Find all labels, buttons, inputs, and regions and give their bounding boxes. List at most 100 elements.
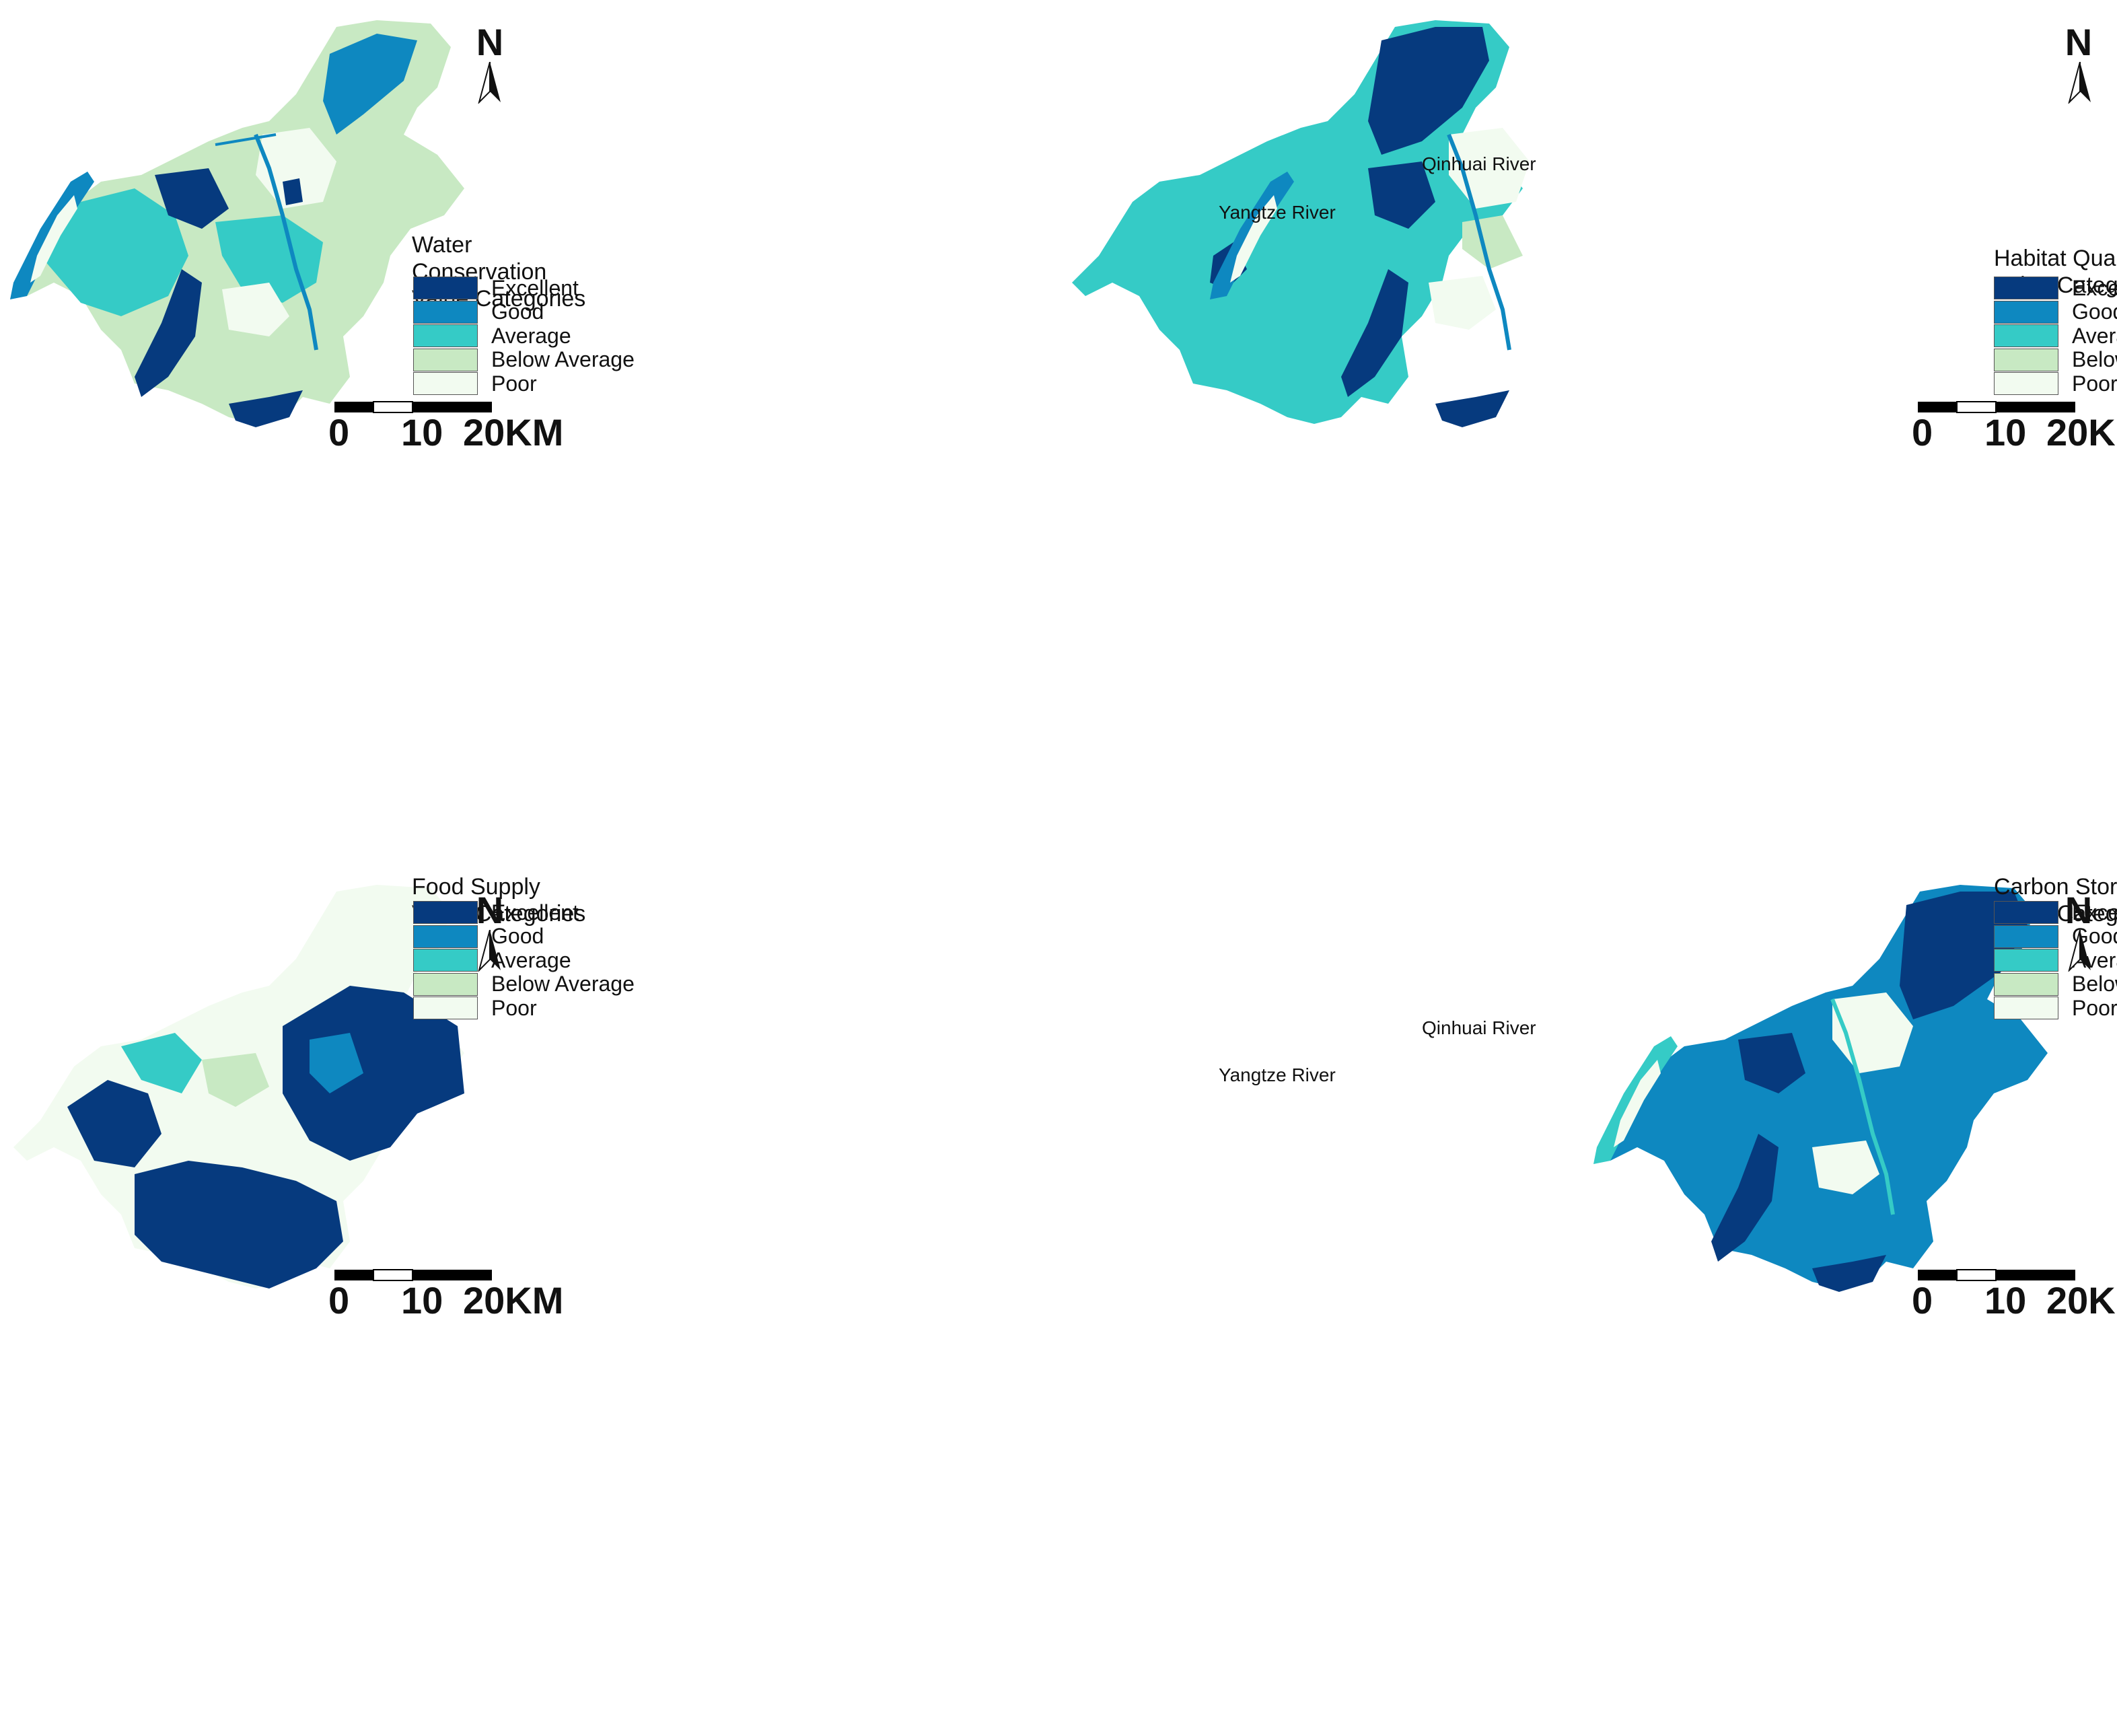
- scale-bar: [1918, 1269, 2075, 1281]
- scale-bar: [334, 1269, 492, 1281]
- qinhuai-river: [1447, 133, 1511, 351]
- legend-item-below-average: Below Average: [413, 347, 635, 372]
- region-poor-south: [1429, 276, 1496, 330]
- north-arrow-icon: [478, 62, 501, 104]
- region-excellent-southwest: [135, 269, 202, 397]
- legend-label: Average: [2072, 323, 2117, 348]
- legend-swatch-below-average: [413, 972, 478, 996]
- scale-label-0: 0: [1912, 411, 1933, 454]
- north-arrow-icon: [2068, 62, 2091, 104]
- legend-swatch-good: [413, 300, 478, 324]
- region-excellent-south: [135, 1161, 343, 1289]
- scale-label-10: 10: [401, 1279, 443, 1322]
- legend-label: Good: [491, 299, 544, 324]
- north-arrow-icon: [478, 930, 501, 972]
- legend-swatch-excellent: [1994, 277, 2058, 299]
- legend-item-good: Good: [1994, 299, 2117, 324]
- legend-swatch-below-average: [1994, 972, 2058, 996]
- map-habitat-quality: [1072, 20, 1530, 427]
- yangtze-island: [30, 195, 77, 283]
- legend-swatch-average: [413, 949, 478, 972]
- region-poor-south: [1812, 1141, 1879, 1194]
- region-excellent-northeast: [1368, 27, 1489, 155]
- legend-item-poor: Poor: [1994, 371, 2117, 396]
- region-below-average: [1462, 215, 1523, 269]
- legend-item-good: Good: [413, 924, 544, 949]
- legend-label: Excellent: [491, 900, 579, 925]
- scale-label-10: 10: [401, 411, 443, 454]
- legend-item-good: Good: [1994, 924, 2117, 949]
- scale-label-10: 10: [1984, 411, 2027, 454]
- yangtze-island: [1614, 1060, 1661, 1147]
- legend-swatch-excellent: [413, 901, 478, 924]
- panel-water-conservation: Water Conservation Value Categories Exce…: [0, 0, 1058, 868]
- legend-item-excellent: Excellent: [1994, 900, 2117, 925]
- yangtze-island: [1230, 195, 1277, 283]
- legend-swatch-average: [1994, 324, 2058, 347]
- legend-label: Below Average: [2072, 347, 2117, 371]
- qinhuai-river: [1830, 998, 1895, 1215]
- legend-label: Poor: [491, 995, 537, 1020]
- map-carbon-storage: [1593, 885, 2048, 1292]
- river-label-yangtze: Yangtze River: [1219, 202, 1336, 223]
- region-average-west: [40, 188, 188, 316]
- legend-label: Average: [491, 947, 571, 972]
- region-excellent-southwest: [1341, 269, 1408, 397]
- scale-bar: [334, 401, 492, 413]
- region-excellent-south: [1812, 1255, 1886, 1292]
- legend-swatch-excellent: [1994, 901, 2058, 924]
- panel-carbon-storage: Qinhuai River Yangtze River Carbon Stora…: [1058, 868, 2117, 1736]
- map-water-conservation: [10, 20, 464, 427]
- region-good-northeast: [323, 34, 417, 135]
- legend-item-excellent: Excellent: [413, 900, 579, 925]
- river-label-qinhuai: Qinhuai River: [1422, 153, 1536, 174]
- legend-item-average: Average: [413, 324, 571, 348]
- north-arrow-label: N: [2065, 889, 2093, 931]
- scale-label-0: 0: [1912, 1279, 1933, 1322]
- qinhuai-river: [254, 133, 318, 351]
- legend-title: Carbon Storage Value Categories: [1994, 874, 2117, 927]
- legend-swatch-below-average: [413, 348, 478, 371]
- legend-swatch-average: [413, 324, 478, 347]
- legend-label: Poor: [2072, 371, 2117, 396]
- north-arrow-label: N: [476, 889, 504, 931]
- legend-label: Good: [491, 924, 544, 948]
- legend-item-below-average: Below Average: [1994, 972, 2117, 997]
- region-excellent-south: [1435, 390, 1509, 427]
- legend-swatch-poor: [1994, 372, 2058, 395]
- north-arrow-label: N: [476, 21, 504, 63]
- legend-label: Excellent: [2072, 900, 2117, 925]
- scale-label-20km: 20KM: [463, 1279, 564, 1322]
- qinhuai-tributary: [215, 133, 277, 146]
- scale-label-20km: 20KM: [2046, 1279, 2117, 1322]
- region-excellent-west: [155, 168, 229, 229]
- scale-label-0: 0: [328, 1279, 350, 1322]
- legend-swatch-good: [413, 925, 478, 948]
- river-label-yangtze: Yangtze River: [1219, 1064, 1336, 1085]
- legend-item-excellent: Excellent: [1994, 276, 2117, 300]
- region-below-average: [202, 1053, 269, 1107]
- legend-swatch-excellent: [413, 277, 478, 299]
- legend-item-poor: Poor: [413, 996, 537, 1020]
- region-good-patches: [310, 1033, 363, 1093]
- north-arrow-icon: [2068, 930, 2091, 972]
- legend-item-below-average: Below Average: [1994, 347, 2117, 372]
- legend-item-excellent: Excellent: [413, 276, 579, 300]
- region-excellent-south: [229, 390, 303, 427]
- legend-label: Poor: [491, 371, 537, 396]
- legend-label: Below Average: [491, 972, 635, 996]
- scale-bar: [1918, 401, 2075, 413]
- legend-label: Good: [2072, 299, 2117, 324]
- river-label-qinhuai: Qinhuai River: [1422, 1017, 1536, 1038]
- panel-habitat-quality: Qinhuai River Yangtze River Habitat Qual…: [1058, 0, 2117, 868]
- legend-swatch-average: [1994, 949, 2058, 972]
- scale-label-20km: 20KM: [2046, 411, 2117, 454]
- legend-swatch-good: [1994, 300, 2058, 324]
- legend-label: Below Average: [491, 347, 635, 371]
- region-excellent-west: [67, 1080, 162, 1167]
- region-excellent-east: [283, 986, 464, 1161]
- legend-label: Average: [491, 323, 571, 348]
- legend-swatch-poor: [413, 997, 478, 1019]
- scale-label-10: 10: [1984, 1279, 2027, 1322]
- legend-item-good: Good: [413, 299, 544, 324]
